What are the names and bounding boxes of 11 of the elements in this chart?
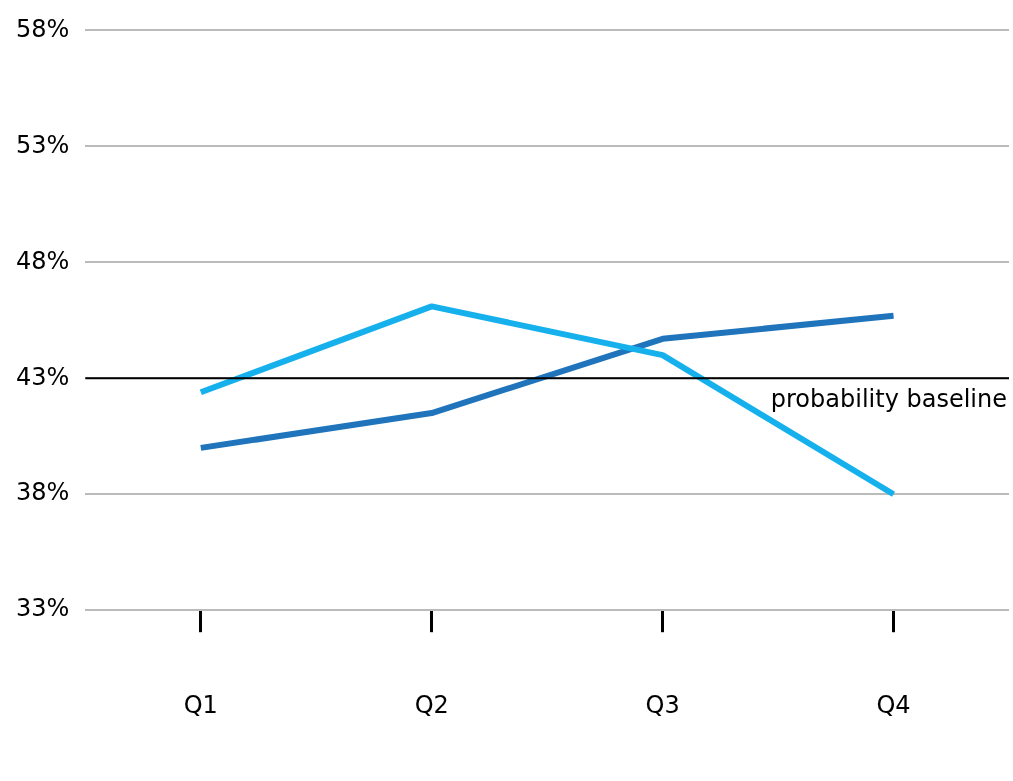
x-tick-label: Q4 — [876, 690, 911, 719]
x-tick-label: Q1 — [183, 690, 218, 719]
y-tick-label: 43% — [16, 362, 70, 391]
x-tick-label: Q3 — [645, 690, 680, 719]
y-tick-label: 58% — [16, 14, 70, 43]
y-tick-label: 33% — [16, 594, 70, 623]
ref-line-label: probability baseline — [770, 384, 1007, 413]
y-tick-label: 48% — [16, 246, 70, 275]
y-tick-label: 38% — [16, 478, 70, 507]
y-tick-label: 53% — [16, 130, 70, 159]
x-tick-label: Q2 — [414, 690, 449, 719]
